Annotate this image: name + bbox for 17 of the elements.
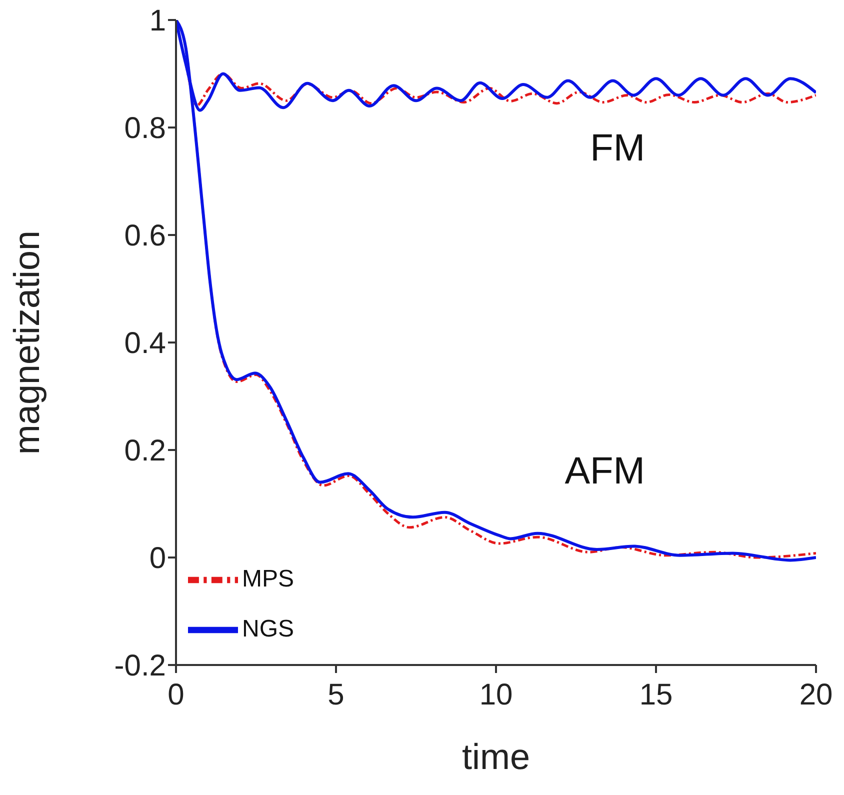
y-tick-label: 0.2 — [124, 434, 166, 468]
y-axis-title: magnetization — [6, 230, 47, 455]
x-tick-label: 20 — [799, 678, 833, 712]
legend-label: MPS — [242, 565, 294, 592]
annotation: FM — [590, 128, 646, 170]
y-tick-label: 0.8 — [124, 112, 166, 146]
y-tick-label: 0.6 — [124, 220, 166, 253]
x-axis-title: time — [462, 736, 530, 777]
annotation: AFM — [564, 450, 645, 493]
x-tick-label: 5 — [328, 678, 344, 712]
legend-label: NGS — [242, 615, 294, 642]
x-tick-label: 10 — [479, 678, 513, 712]
y-tick-label: 0 — [149, 542, 166, 576]
y-tick-label: -0.2 — [114, 650, 166, 683]
y-tick-label: 0.4 — [124, 327, 166, 360]
y-tick-label: 1 — [149, 4, 166, 38]
x-tick-label: 15 — [639, 678, 673, 712]
